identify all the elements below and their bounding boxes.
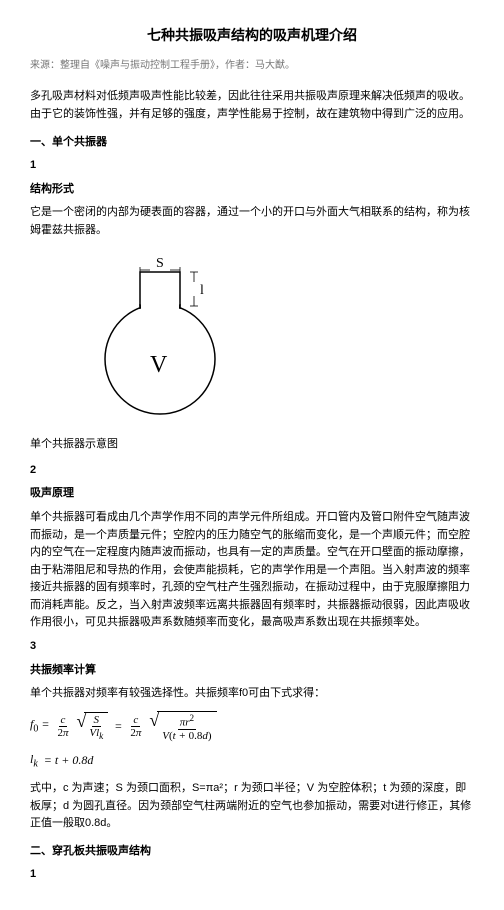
page-title: 七种共振吸声结构的吸声机理介绍 bbox=[30, 24, 474, 46]
formula-f0: f0 = c2π √SVlk = c2π √πr2V(t + 0.8d) bbox=[30, 711, 474, 742]
svg-text:l: l bbox=[200, 283, 204, 298]
section-2-head: 二、穿孔板共振吸声结构 bbox=[30, 843, 474, 861]
formula-explain-paragraph: 式中，c 为声速；S 为颈口面积，S=πa²；r 为颈口半径；V 为空腔体积；t… bbox=[30, 780, 474, 833]
diagram-caption: 单个共振器示意图 bbox=[30, 436, 474, 454]
section-1-num-1: 1 bbox=[30, 157, 474, 175]
subhead-structure: 结构形式 bbox=[30, 181, 474, 199]
section-1-num-2: 2 bbox=[30, 462, 474, 480]
structure-paragraph: 它是一个密闭的内部为硬表面的容器，通过一个小的开口与外面大气相联系的结构，称为核… bbox=[30, 204, 474, 239]
formula-lk: lk = t + 0.8d bbox=[30, 750, 474, 772]
svg-text:V: V bbox=[150, 352, 168, 378]
svg-text:S: S bbox=[156, 256, 164, 271]
frequency-paragraph: 单个共振器对频率有较强选择性。共振频率f0可由下式求得： bbox=[30, 685, 474, 703]
principle-paragraph: 单个共振器可看成由几个声学作用不同的声学元件所组成。开口管内及管口附件空气随声波… bbox=[30, 509, 474, 632]
subhead-principle: 吸声原理 bbox=[30, 485, 474, 503]
intro-paragraph: 多孔吸声材料对低频声吸声性能比较差，因此往往采用共振吸声原理来解决低频声的吸收。… bbox=[30, 88, 474, 123]
section-1-num-3: 3 bbox=[30, 638, 474, 656]
subhead-frequency: 共振频率计算 bbox=[30, 662, 474, 680]
section-1-head: 一、单个共振器 bbox=[30, 134, 474, 152]
resonator-diagram: S l V bbox=[90, 254, 474, 431]
source-line: 来源：整理自《噪声与振动控制工程手册》，作者：马大猷。 bbox=[30, 58, 474, 74]
section-2-num-1: 1 bbox=[30, 866, 474, 884]
